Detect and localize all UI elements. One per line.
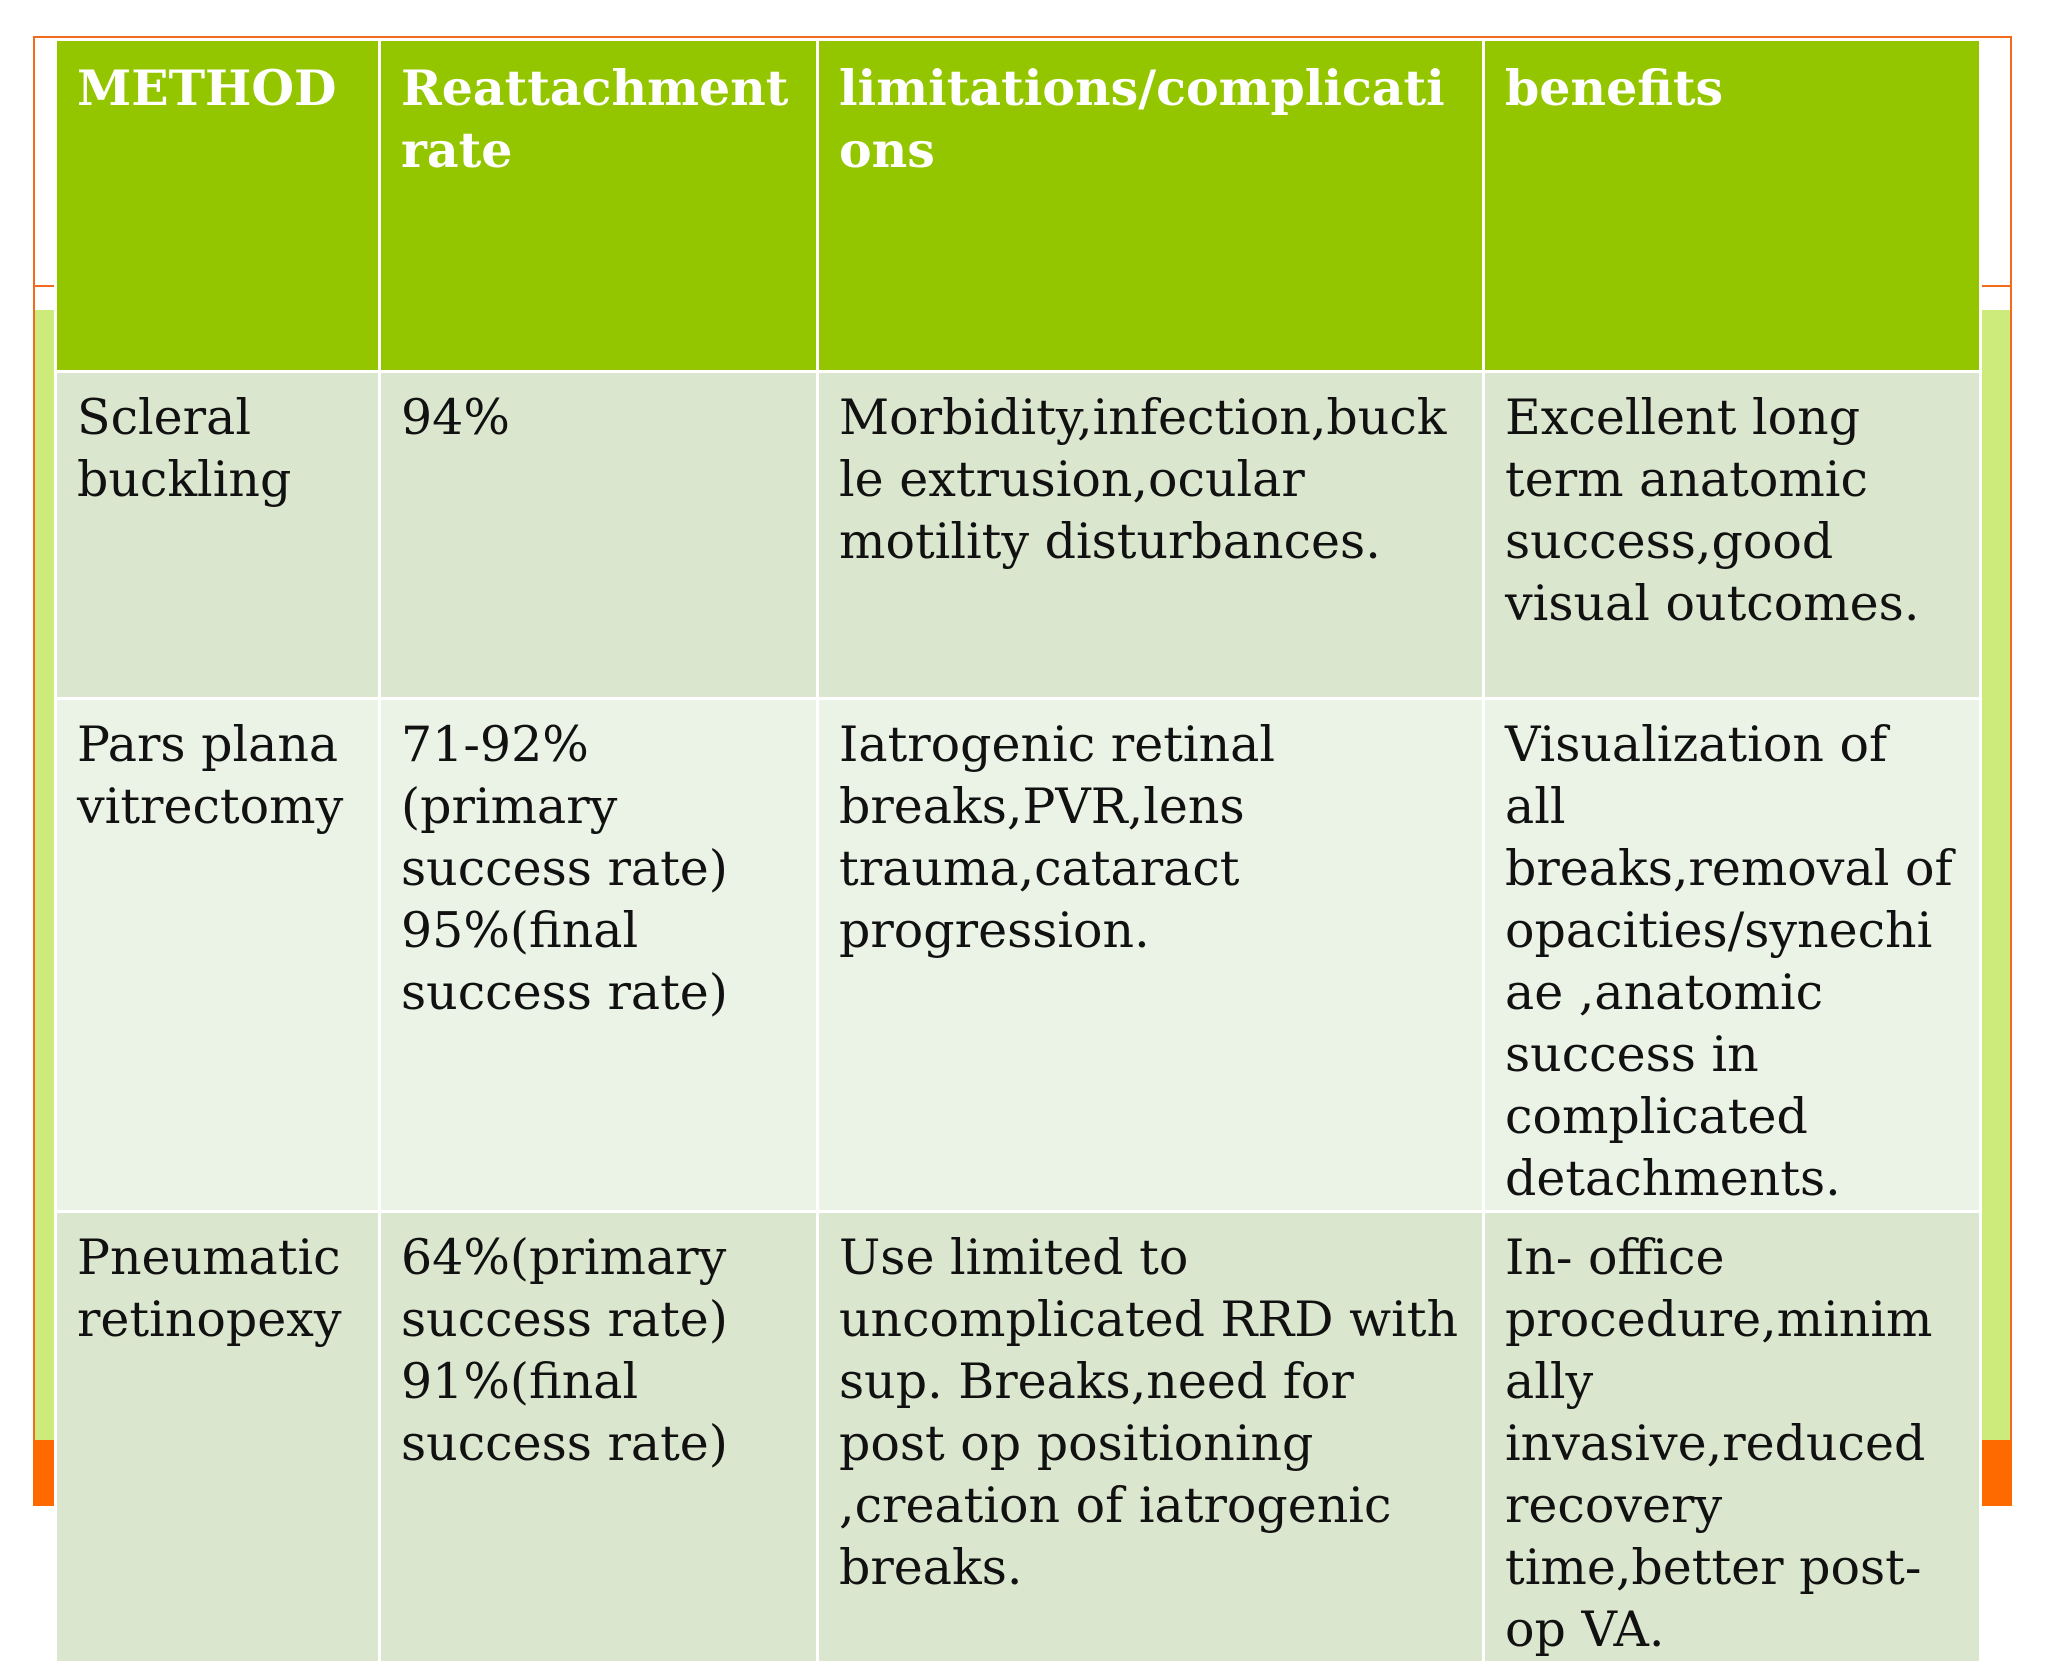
cell-limitations: Iatrogenic retinal breaks,PVR,lens traum… — [816, 697, 1485, 1213]
cell-rate-text: 94% — [401, 389, 510, 446]
cell-method: Scleral buckling — [54, 370, 381, 700]
cell-limitations-text: Iatrogenic retinal breaks,PVR,lens traum… — [839, 716, 1276, 959]
slide-frame-top-line — [33, 36, 2012, 38]
cell-rate: 71-92%(primary success rate) 95%(final s… — [378, 697, 819, 1213]
cell-method-text: Pneumatic retinopexy — [77, 1229, 342, 1348]
header-method: METHOD — [54, 38, 381, 373]
header-benefits: benefits — [1482, 38, 1982, 373]
cell-method-text: Scleral buckling — [77, 389, 292, 508]
cell-limitations-text: Use limited to uncomplicated RRD with su… — [839, 1229, 1459, 1596]
cell-method: Pneumatic retinopexy — [54, 1210, 381, 1664]
cell-limitations: Use limited to uncomplicated RRD with su… — [816, 1210, 1485, 1664]
cell-rate: 94% — [378, 370, 819, 700]
table-row: Pars plana vitrectomy 71-92%(primary suc… — [54, 697, 1982, 1213]
table-header-row: METHOD Reattachment rate limitations/com… — [54, 38, 1982, 373]
cell-benefits: In- office procedure,minimally invasive,… — [1482, 1210, 1982, 1664]
cell-benefits: Excellent long term anatomic success,goo… — [1482, 370, 1982, 700]
cell-limitations: Morbidity,infection,buckle extrusion,ocu… — [816, 370, 1485, 700]
cell-method-text: Pars plana vitrectomy — [77, 716, 344, 835]
cell-benefits: Visualization of all breaks,removal of o… — [1482, 697, 1982, 1213]
cell-benefits-text: In- office procedure,minimally invasive,… — [1505, 1229, 1933, 1658]
slide-frame-left-line — [33, 36, 35, 1504]
header-limitations-complications: limitations/complications — [816, 38, 1485, 373]
cell-rate: 64%(primary success rate) 91%(final succ… — [378, 1210, 819, 1664]
table-row: Scleral buckling 94% Morbidity,infection… — [54, 370, 1982, 700]
cell-rate-text: 64%(primary success rate) 91%(final succ… — [401, 1229, 728, 1472]
cell-benefits-text: Visualization of all breaks,removal of o… — [1505, 716, 1953, 1207]
comparison-table: METHOD Reattachment rate limitations/com… — [54, 38, 1982, 1664]
cell-rate-text: 71-92%(primary success rate) 95%(final s… — [401, 716, 728, 1021]
slide-frame-right-line — [2010, 36, 2012, 1504]
header-reattachment-rate: Reattachment rate — [378, 38, 819, 373]
comparison-table-container: METHOD Reattachment rate limitations/com… — [54, 38, 1982, 1664]
cell-method: Pars plana vitrectomy — [54, 697, 381, 1213]
cell-limitations-text: Morbidity,infection,buckle extrusion,ocu… — [839, 389, 1447, 570]
cell-benefits-text: Excellent long term anatomic success,goo… — [1505, 389, 1920, 632]
table-row: Pneumatic retinopexy 64%(primary success… — [54, 1210, 1982, 1664]
